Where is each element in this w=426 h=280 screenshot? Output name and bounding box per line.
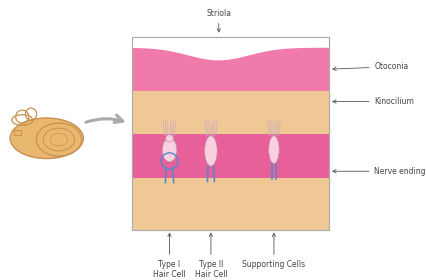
Bar (132, 37, 329, 230)
Polygon shape (132, 37, 329, 60)
Bar (132, 47, 329, 91)
Ellipse shape (204, 136, 217, 166)
Bar (132, 134, 329, 178)
Bar (132, 37, 329, 47)
Ellipse shape (269, 136, 279, 164)
Text: Nerve ending: Nerve ending (333, 167, 426, 176)
Text: Striola: Striola (206, 9, 231, 32)
Text: Kinocilium: Kinocilium (333, 97, 414, 106)
Text: Otoconia: Otoconia (333, 62, 409, 71)
Ellipse shape (162, 138, 177, 162)
Ellipse shape (166, 134, 173, 142)
Ellipse shape (10, 118, 83, 158)
Text: Supporting Cells: Supporting Cells (242, 233, 305, 269)
Text: Type I
Hair Cell: Type I Hair Cell (153, 233, 186, 279)
Bar (132, 178, 329, 230)
Bar (132, 91, 329, 134)
FancyBboxPatch shape (132, 37, 329, 230)
Text: Type II
Hair Cell: Type II Hair Cell (195, 233, 227, 279)
